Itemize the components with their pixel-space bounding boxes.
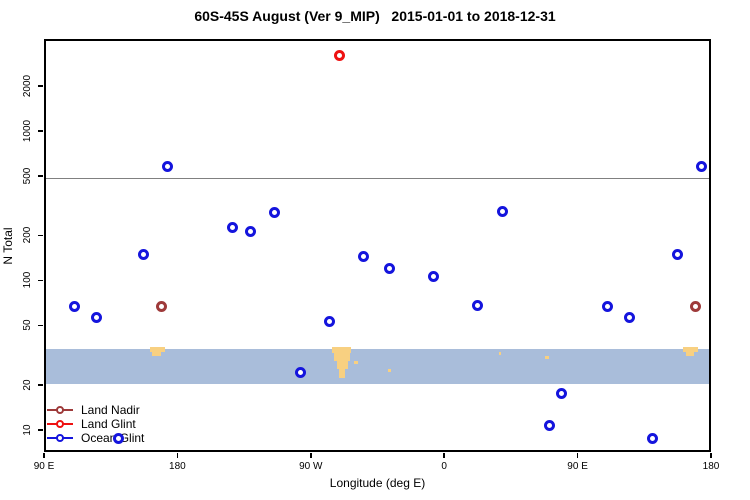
data-point-ocean-glint xyxy=(671,248,683,260)
legend-item-land-nadir: Land Nadir xyxy=(47,403,144,417)
data-point-ocean-glint xyxy=(556,388,568,400)
y-tick xyxy=(38,324,43,327)
map-land-new-zealand xyxy=(149,346,165,353)
x-tick-label: 90 W xyxy=(299,461,323,472)
y-tick xyxy=(38,175,43,177)
chart-title: 60S-45S August (Ver 9_MIP) 2015-01-01 to… xyxy=(194,8,556,24)
y-tick-label: 50 xyxy=(22,319,33,331)
x-tick xyxy=(43,453,45,458)
data-point-ocean-glint xyxy=(602,300,614,312)
map-land-south-america-2 xyxy=(334,352,350,361)
legend-label: Land Nadir xyxy=(81,403,140,417)
data-point-ocean-glint xyxy=(162,161,174,173)
data-point-ocean-glint xyxy=(138,248,150,260)
y-axis-title: N Total xyxy=(1,227,15,265)
data-point-ocean-glint xyxy=(544,420,556,432)
map-band-layer xyxy=(46,41,709,450)
y-tick-label: 500 xyxy=(22,167,33,185)
map-land-south-america-3 xyxy=(336,360,348,369)
x-tick-label: 0 xyxy=(441,461,447,472)
data-point-ocean-glint xyxy=(624,312,636,324)
land-glint-marker-icon xyxy=(47,419,73,429)
points-layer xyxy=(46,41,709,450)
x-tick xyxy=(443,453,445,458)
data-point-ocean-glint xyxy=(471,299,483,311)
data-point-ocean-glint xyxy=(294,366,306,378)
map-land-new-zealand-south xyxy=(685,352,695,357)
map-land-south-georgia xyxy=(387,368,391,373)
reference-line-500 xyxy=(46,177,709,180)
x-tick xyxy=(710,453,712,458)
y-tick xyxy=(38,85,43,87)
legend-item-land-glint: Land Glint xyxy=(47,417,144,431)
x-tick xyxy=(310,453,312,458)
legend: Land Nadir Land Glint Ocean Glint xyxy=(47,403,144,445)
x-tick-label: 90 E xyxy=(567,461,588,472)
data-point-land-glint xyxy=(333,50,345,62)
data-point-ocean-glint xyxy=(646,433,658,445)
y-tick xyxy=(38,130,43,132)
y-tick xyxy=(38,234,43,237)
y-tick xyxy=(38,384,43,386)
data-point-ocean-glint xyxy=(68,300,80,312)
data-point-land-nadir xyxy=(689,300,701,312)
map-land-south-america-1 xyxy=(332,346,352,353)
map-land-new-zealand-south xyxy=(151,352,161,357)
y-tick xyxy=(38,279,43,282)
data-point-ocean-glint xyxy=(324,315,336,327)
x-axis-title: Longitude (deg E) xyxy=(329,476,426,490)
data-point-ocean-glint xyxy=(695,161,707,173)
data-point-ocean-glint xyxy=(90,312,102,324)
data-point-ocean-glint xyxy=(226,221,238,233)
plot-area: Land Nadir Land Glint Ocean Glint xyxy=(44,39,711,452)
map-land-south-america-4 xyxy=(338,368,346,378)
legend-item-ocean-glint: Ocean Glint xyxy=(47,431,144,445)
map-land-kerguelen xyxy=(544,355,550,360)
x-tick xyxy=(576,453,579,458)
legend-label: Land Glint xyxy=(81,417,136,431)
land-nadir-marker-icon xyxy=(47,405,73,415)
y-tick-label: 200 xyxy=(22,227,33,244)
legend-label: Ocean Glint xyxy=(81,431,145,445)
x-tick xyxy=(176,453,179,458)
y-tick-label: 100 xyxy=(22,271,33,289)
y-tick-label: 10 xyxy=(22,424,33,436)
data-point-ocean-glint xyxy=(245,225,257,237)
map-land-new-zealand xyxy=(683,346,699,353)
x-tick-label: 180 xyxy=(169,461,186,472)
y-tick-label: 1000 xyxy=(22,119,33,143)
y-tick xyxy=(38,429,43,431)
data-point-land-nadir xyxy=(156,300,168,312)
data-point-ocean-glint xyxy=(428,271,440,283)
data-point-ocean-glint xyxy=(113,433,125,445)
x-tick-label: 180 xyxy=(702,461,720,472)
ocean-glint-marker-icon xyxy=(47,433,73,443)
data-point-ocean-glint xyxy=(268,206,280,218)
map-land-prince-edward-islands xyxy=(498,352,502,355)
map-land-falkland-islands xyxy=(353,361,358,365)
y-tick-label: 20 xyxy=(22,379,33,391)
data-point-ocean-glint xyxy=(497,205,509,217)
x-tick-label: 90 E xyxy=(33,461,55,472)
data-point-ocean-glint xyxy=(357,250,369,262)
y-tick-label: 2000 xyxy=(22,74,33,98)
data-point-ocean-glint xyxy=(384,263,396,275)
